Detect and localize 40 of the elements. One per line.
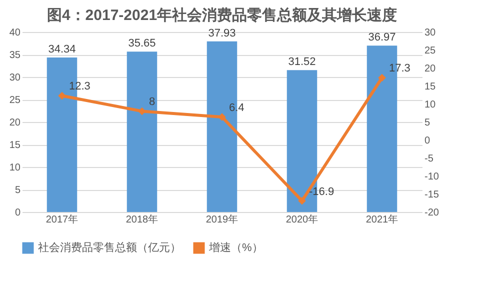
y2-tick-label: -15 bbox=[424, 190, 440, 200]
y-tick-label: 25 bbox=[9, 95, 21, 106]
x-tick-label: 2018年 bbox=[126, 214, 158, 226]
y-tick-label: 0 bbox=[14, 208, 21, 218]
data-label: 31.52 bbox=[288, 56, 316, 68]
bar bbox=[126, 52, 158, 212]
y2-tick-label: 10 bbox=[424, 100, 436, 110]
y-tick-label: 20 bbox=[9, 118, 21, 128]
x-tick-label: 2017年 bbox=[46, 214, 78, 226]
point bbox=[378, 74, 386, 82]
y-tick-label: 15 bbox=[9, 140, 21, 151]
y2-tick-label: 0 bbox=[424, 136, 430, 146]
x-tick-label: 2021年 bbox=[366, 214, 398, 226]
data-label: 37.93 bbox=[208, 27, 236, 40]
data-label: 8 bbox=[149, 96, 156, 108]
y2-tick-label: 20 bbox=[424, 64, 436, 74]
y2-tick-label: -20 bbox=[424, 208, 440, 218]
point bbox=[138, 107, 146, 116]
y2-tick-label: 25 bbox=[424, 46, 436, 56]
point bbox=[298, 196, 306, 205]
point bbox=[218, 113, 226, 121]
y2-tick-label: 30 bbox=[424, 28, 436, 38]
y2-tick-label: 5 bbox=[424, 118, 430, 128]
y2-tick-label: -10 bbox=[424, 172, 440, 182]
legend-label: 增速（%） bbox=[208, 241, 263, 254]
data-label: 34.34 bbox=[48, 43, 76, 56]
chart-title: 图4：2017-2021年社会消费品零售总额及其增长速度 bbox=[46, 6, 398, 24]
y-tick-label: 5 bbox=[14, 185, 21, 196]
y-tick-label: 35 bbox=[9, 50, 21, 61]
point bbox=[58, 92, 66, 100]
x-tick-label: 2020年 bbox=[286, 214, 318, 226]
y-tick-label: 10 bbox=[9, 162, 21, 174]
y-tick-label: 40 bbox=[9, 28, 21, 38]
legend-label: 社会消费品零售总额（亿元） bbox=[38, 241, 181, 254]
x-tick-label: 2019年 bbox=[206, 214, 238, 226]
y2-tick-label: 15 bbox=[424, 82, 436, 92]
data-label: 35.65 bbox=[128, 38, 156, 50]
y-tick-label: 30 bbox=[9, 72, 21, 84]
y2-tick-label: -5 bbox=[424, 154, 434, 164]
data-label: 36.97 bbox=[368, 32, 396, 44]
